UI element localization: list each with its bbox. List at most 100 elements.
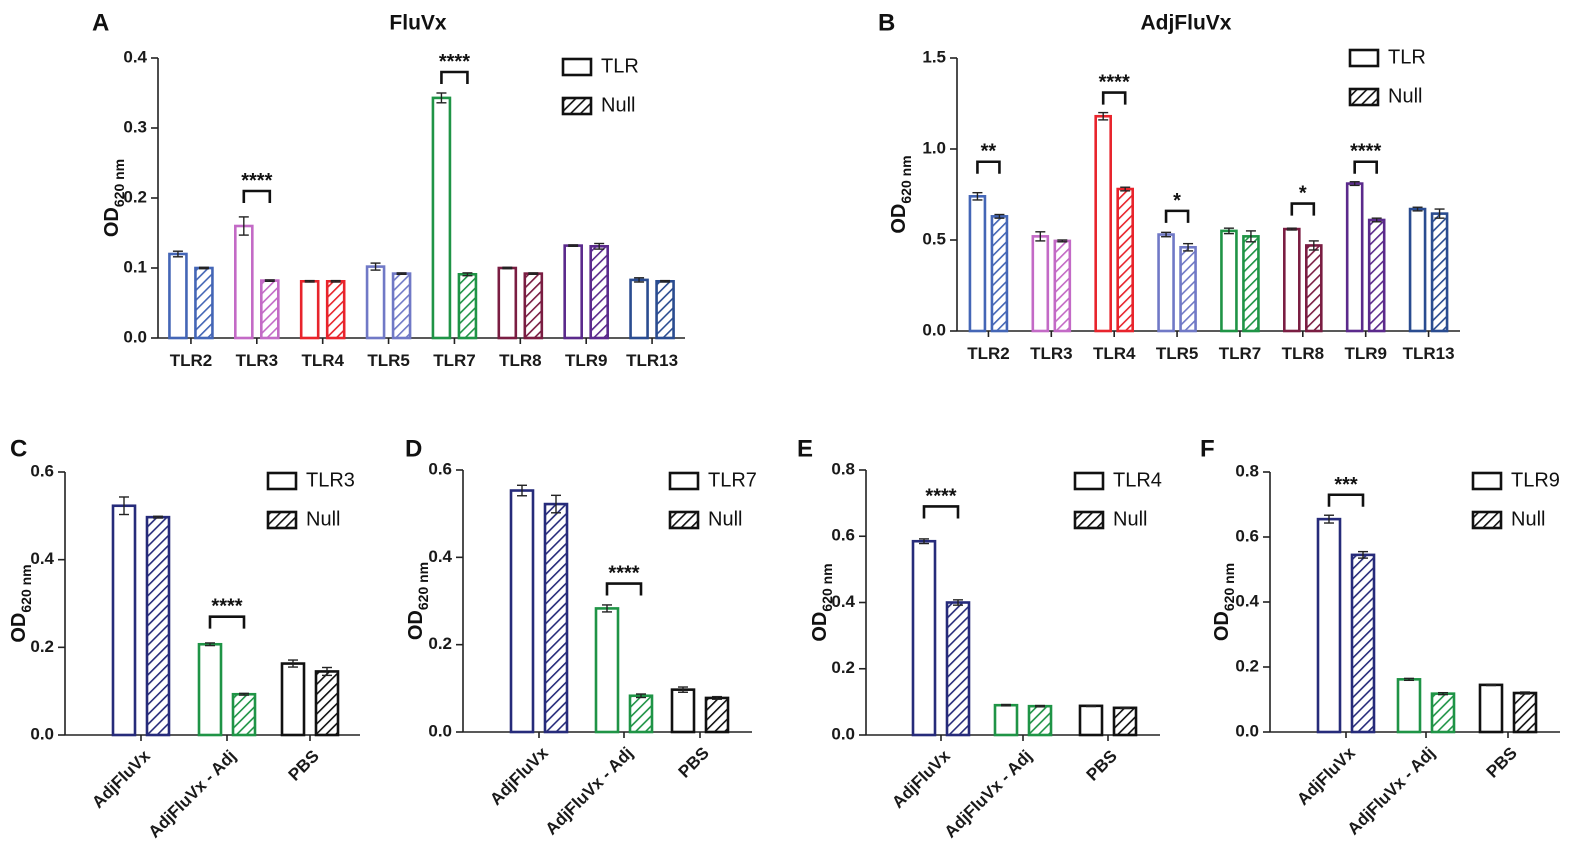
bar-null-tlr3 — [1053, 239, 1072, 333]
significance-bracket — [1327, 493, 1365, 507]
bar-tlr-tlr7 — [431, 96, 452, 340]
legend-label-null: Null — [1113, 508, 1147, 530]
legend-swatch-tlr — [561, 57, 593, 77]
bar-tlr3-adjfluvx-adj — [197, 642, 223, 737]
legend-label-null: Null — [1511, 508, 1545, 530]
bar-null-adjfluvx — [945, 601, 971, 737]
y-tick-label: 0.0 — [30, 724, 54, 743]
y-tick-label: 0.2 — [1235, 656, 1259, 675]
y-axis-label: OD620 nm — [888, 155, 914, 233]
bar-tlr-tlr5 — [1157, 233, 1175, 333]
legend-swatch-tlr3 — [266, 471, 298, 491]
significance-label: ** — [981, 141, 997, 163]
y-tick-label: 0.0 — [831, 724, 855, 743]
x-tick-label: TLR13 — [626, 351, 678, 370]
significance-label: **** — [608, 563, 639, 585]
x-tick-label: AdjFluVx - Adj — [145, 746, 240, 841]
bar-tlr-tlr8 — [497, 266, 518, 340]
x-tick-label: TLR3 — [1030, 344, 1073, 363]
bar-tlr-tlr5 — [365, 265, 386, 340]
bar-tlr-tlr4 — [1094, 114, 1112, 333]
bar-null-tlr13 — [655, 279, 675, 340]
y-tick-label: 0.2 — [428, 634, 452, 653]
x-tick-label: TLR13 — [1403, 344, 1455, 363]
x-tick-label: TLR8 — [1282, 344, 1325, 363]
bar-tlr-tlr3 — [1031, 235, 1050, 333]
y-axis-label-main: OD — [888, 204, 910, 234]
bar-tlr4-adjfluvx — [911, 539, 937, 737]
significance-bracket — [1164, 209, 1190, 223]
legend-label-null: Null — [601, 94, 635, 116]
y-tick-label: 1.5 — [922, 47, 946, 66]
bar-null-pbs — [1512, 691, 1538, 734]
bar-tlr-tlr4 — [299, 279, 320, 340]
bar-tlr-tlr2 — [168, 252, 188, 340]
bar-null-tlr13 — [1430, 212, 1449, 333]
chart-panel-b: B AdjFluVx 0.0 0.5 1.0 1.5 OD620 nm TLR2 TLR3 TLR… — [878, 9, 1460, 363]
legend-label-null: Null — [1388, 85, 1422, 107]
y-axis-label-main: OD — [809, 612, 831, 642]
x-tick-label: TLR5 — [1156, 344, 1199, 363]
significance-bracket — [440, 70, 469, 84]
legend-label-tlr4: TLR4 — [1113, 469, 1162, 491]
y-axis-label-sub: 620 nm — [819, 563, 835, 611]
panel-letter: B — [878, 9, 895, 36]
legend-swatch-null — [1471, 510, 1503, 530]
legend-label-null: Null — [708, 508, 742, 530]
panel-letter: A — [92, 9, 109, 36]
bar-tlr-tlr3 — [234, 224, 254, 340]
chart-panel-a: A FluVx 0.0 0.1 0.2 0.3 0.4 OD620 nm TLR2 TLR3 TLR… — [92, 9, 685, 370]
chart-panel-e: E 0.0 0.2 0.4 0.6 0.8 OD620 nm AdjFluVxAdjFluVx… — [797, 435, 1162, 841]
y-tick-label: 0.2 — [123, 187, 147, 206]
y-tick-label: 0.0 — [428, 721, 452, 740]
legend-label-tlr: TLR — [601, 55, 639, 77]
y-axis-label-main: OD — [1211, 611, 1233, 641]
x-tick-label: TLR9 — [565, 351, 608, 370]
significance-label: **** — [1099, 72, 1130, 94]
y-tick-label: 0.0 — [123, 327, 147, 346]
legend-label-tlr9: TLR9 — [1511, 469, 1560, 491]
legend-swatch-tlr — [1348, 48, 1380, 68]
significance-label: **** — [241, 170, 272, 192]
y-axis-label: OD620 nm — [8, 564, 34, 642]
bar-null-tlr2 — [194, 266, 214, 340]
significance-label: * — [1173, 190, 1181, 212]
bar-tlr7-adjfluvx — [509, 489, 535, 734]
y-tick-label: 0.8 — [831, 459, 855, 478]
x-tick-label: AdjFluVx — [1293, 743, 1359, 809]
bar-tlr9-adjfluvx — [1316, 517, 1342, 734]
y-axis-label-main: OD — [405, 610, 427, 640]
bar-tlr-tlr8 — [1283, 227, 1301, 333]
bar-null-tlr4 — [325, 279, 346, 340]
x-tick-label: PBS — [1083, 746, 1121, 784]
legend-swatch-tlr4 — [1073, 471, 1105, 491]
bar-tlr-tlr7 — [1220, 229, 1238, 333]
y-axis-label: OD620 nm — [1211, 563, 1237, 641]
bar-null-adjfluvx-adj — [628, 694, 654, 734]
bar-null-tlr4 — [1116, 187, 1134, 333]
y-axis-label-sub: 620 nm — [415, 562, 431, 610]
significance-bracket — [1290, 202, 1316, 216]
y-tick-label: 0.6 — [831, 526, 855, 545]
bar-null-adjfluvx — [145, 515, 171, 737]
x-tick-label: TLR3 — [236, 351, 279, 370]
bar-null-tlr9 — [589, 245, 609, 340]
y-axis-label-sub: 620 nm — [1221, 563, 1237, 611]
legend-swatch-null — [1073, 510, 1105, 530]
legend-swatch-null — [668, 510, 700, 530]
bar-tlr4-pbs — [1078, 704, 1104, 737]
y-axis-label: OD620 nm — [405, 562, 431, 640]
bar-null-tlr5 — [391, 272, 412, 340]
bar-tlr-tlr9 — [563, 244, 583, 340]
significance-bracket — [976, 160, 1001, 174]
legend-swatch-tlr7 — [668, 471, 700, 491]
bar-tlr-tlr13 — [1408, 207, 1427, 333]
x-tick-label: TLR8 — [499, 351, 542, 370]
y-axis-label-sub: 620 nm — [18, 564, 34, 612]
x-tick-label: AdjFluVx - Adj — [941, 746, 1036, 841]
significance-label: **** — [211, 596, 242, 618]
bar-null-tlr7 — [1242, 235, 1260, 333]
panel-letter: F — [1200, 435, 1215, 462]
x-tick-label: TLR7 — [433, 351, 476, 370]
